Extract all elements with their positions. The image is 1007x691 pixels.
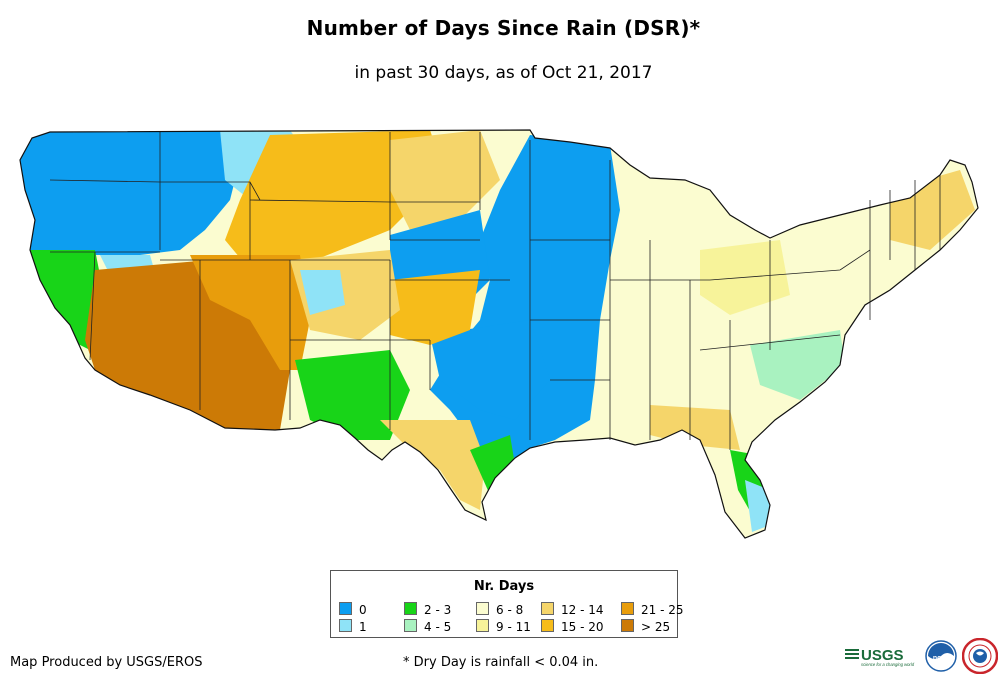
legend-swatch <box>339 619 352 632</box>
zone-florida-0 <box>745 480 770 532</box>
zone-oklahoma-0 <box>430 320 550 420</box>
zone-new-england-12 <box>890 170 975 250</box>
legend-swatch <box>476 602 489 615</box>
zone-gulf-12 <box>650 405 740 450</box>
legend-label: > 25 <box>641 620 671 634</box>
legend-swatch <box>541 602 554 615</box>
zone-kansas-15 <box>390 270 480 345</box>
svg-text:noaa: noaa <box>933 655 949 662</box>
zone-colorado-1 <box>300 270 345 315</box>
legend-label: 2 - 3 <box>424 603 452 617</box>
legend-item: 1 <box>339 619 367 634</box>
legend-item: 9 - 11 <box>476 619 531 634</box>
legend-item: > 25 <box>621 619 671 634</box>
legend-swatch <box>621 619 634 632</box>
usgs-logo: USGS science for a changing world <box>845 647 915 667</box>
legend-item: 12 - 14 <box>541 602 604 617</box>
legend-swatch <box>404 602 417 615</box>
legend-label: 6 - 8 <box>496 603 524 617</box>
legend-label: 9 - 11 <box>496 620 531 634</box>
legend-swatch <box>541 619 554 632</box>
legend-item: 2 - 3 <box>404 602 452 617</box>
legend-label: 4 - 5 <box>424 620 452 634</box>
legend-item: 15 - 20 <box>541 619 604 634</box>
map-title: Number of Days Since Rain (DSR)* <box>306 16 701 40</box>
legend-item: 21 - 25 <box>621 602 684 617</box>
us-dsr-map <box>19 129 979 539</box>
legend-item: 6 - 8 <box>476 602 524 617</box>
legend-swatch <box>621 602 634 615</box>
state-borders <box>49 132 941 450</box>
zone-nm-2 <box>295 350 410 440</box>
map-subtitle: in past 30 days, as of Oct 21, 2017 <box>354 63 653 83</box>
legend-swatch <box>339 602 352 615</box>
zone-california-2 <box>30 250 105 350</box>
legend: Nr. Days 0 1 2 - 3 4 - 5 6 - 8 9 - 11 12 - 14 1… <box>330 570 684 638</box>
svg-text:science for a changing world: science for a changing world <box>861 662 915 667</box>
legend-swatch <box>476 619 489 632</box>
zone-plains-north <box>225 130 440 270</box>
zone-carolinas-4 <box>750 330 845 400</box>
legend-label: 21 - 25 <box>641 603 684 617</box>
zone-dakotas-12 <box>390 130 500 230</box>
noaa-logo: noaa <box>925 640 957 672</box>
legend-title: Nr. Days <box>473 579 535 594</box>
nws-logo <box>962 638 998 674</box>
producer-credit: Map Produced by USGS/EROS <box>10 655 203 670</box>
svg-text:USGS: USGS <box>861 647 904 664</box>
legend-swatch <box>404 619 417 632</box>
legend-label: 1 <box>359 620 367 634</box>
legend-label: 15 - 20 <box>561 620 604 634</box>
zone-texas-coast-2 <box>470 435 515 495</box>
dry-day-footnote: * Dry Day is rainfall < 0.04 in. <box>403 655 599 670</box>
legend-label: 0 <box>359 603 367 617</box>
zone-utah-21 <box>190 255 310 370</box>
legend-label: 12 - 14 <box>561 603 604 617</box>
legend-item: 0 <box>339 602 367 617</box>
legend-item: 4 - 5 <box>404 619 452 634</box>
zone-northwest-0 <box>20 130 240 260</box>
